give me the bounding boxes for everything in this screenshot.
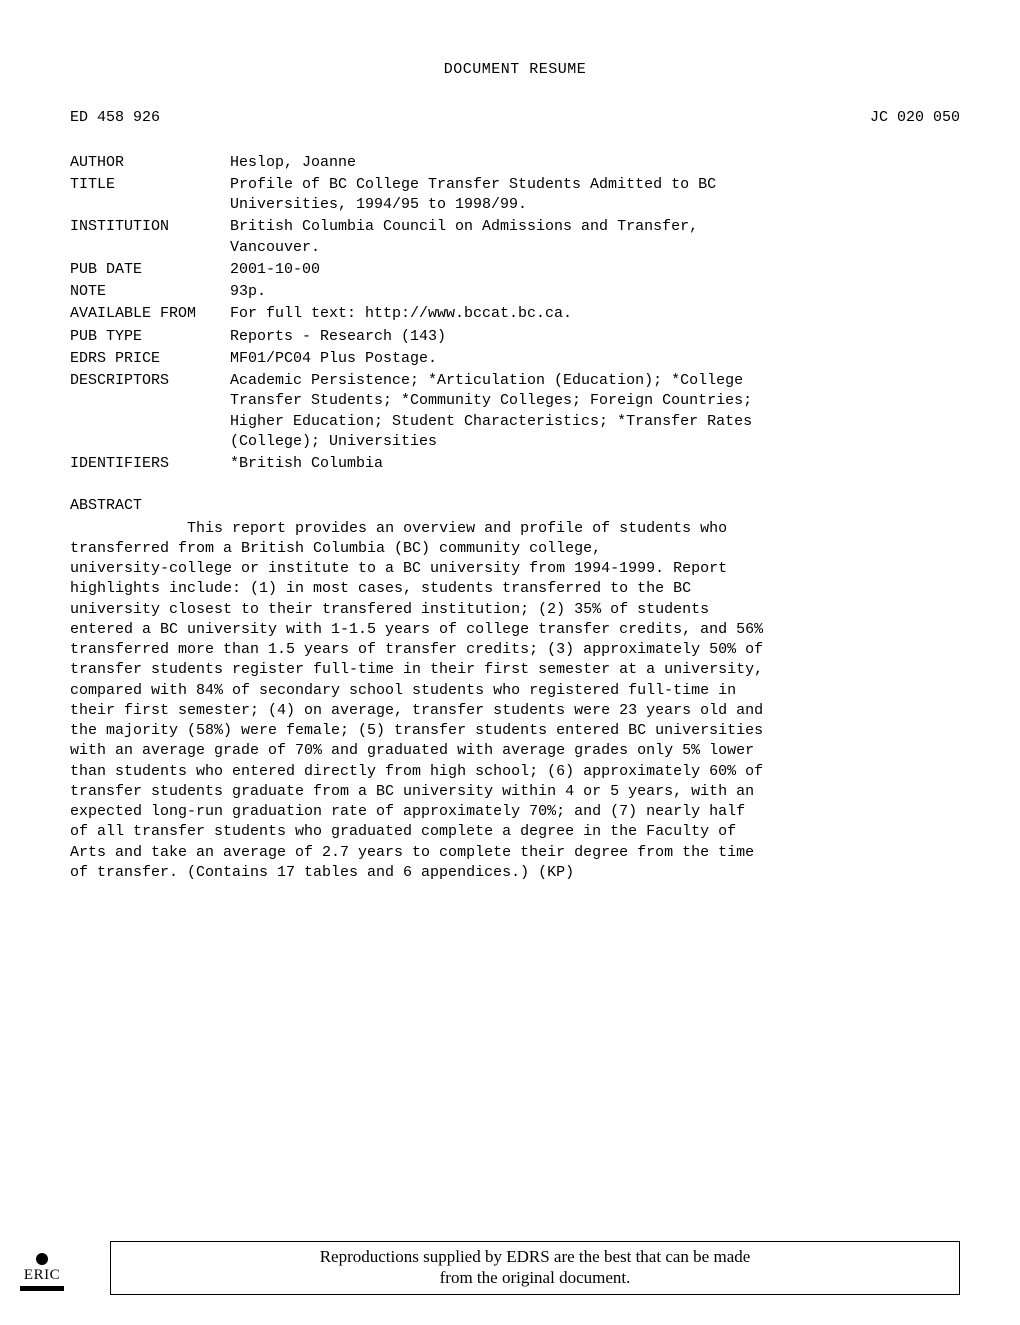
- meta-value: British Columbia Council on Admissions a…: [230, 217, 960, 258]
- meta-label: AVAILABLE FROM: [70, 304, 230, 324]
- meta-value: 2001-10-00: [230, 260, 960, 280]
- meta-value: For full text: http://www.bccat.bc.ca.: [230, 304, 960, 324]
- eric-orb-icon: [36, 1253, 48, 1265]
- reproduction-line-2: from the original document.: [123, 1267, 947, 1288]
- meta-value: *British Columbia: [230, 454, 960, 474]
- eric-badge: ERIC: [20, 1253, 64, 1291]
- meta-value: Heslop, Joanne: [230, 153, 960, 173]
- meta-label: NOTE: [70, 282, 230, 302]
- reproduction-line-1: Reproductions supplied by EDRS are the b…: [123, 1246, 947, 1267]
- meta-label: TITLE: [70, 175, 230, 216]
- meta-table: AUTHORHeslop, JoanneTITLEProfile of BC C…: [70, 153, 960, 475]
- meta-label: EDRS PRICE: [70, 349, 230, 369]
- meta-value: Profile of BC College Transfer Students …: [230, 175, 960, 216]
- ed-row: ED 458 926 JC 020 050: [70, 108, 960, 128]
- document-header: DOCUMENT RESUME: [70, 60, 960, 80]
- abstract-label: ABSTRACT: [70, 496, 960, 516]
- meta-value: 93p.: [230, 282, 960, 302]
- ed-number: ED 458 926: [70, 108, 160, 128]
- meta-label: DESCRIPTORS: [70, 371, 230, 452]
- meta-value: MF01/PC04 Plus Postage.: [230, 349, 960, 369]
- document-title: DOCUMENT RESUME: [444, 61, 587, 78]
- meta-label: INSTITUTION: [70, 217, 230, 258]
- meta-value: Academic Persistence; *Articulation (Edu…: [230, 371, 960, 452]
- meta-label: AUTHOR: [70, 153, 230, 173]
- meta-label: PUB TYPE: [70, 327, 230, 347]
- abstract-body: This report provides an overview and pro…: [70, 519, 960, 884]
- reproduction-notice: Reproductions supplied by EDRS are the b…: [110, 1241, 960, 1296]
- meta-label: IDENTIFIERS: [70, 454, 230, 474]
- eric-text: ERIC: [20, 1265, 64, 1285]
- meta-label: PUB DATE: [70, 260, 230, 280]
- meta-value: Reports - Research (143): [230, 327, 960, 347]
- eric-bar-icon: [20, 1286, 64, 1291]
- jc-number: JC 020 050: [870, 108, 960, 128]
